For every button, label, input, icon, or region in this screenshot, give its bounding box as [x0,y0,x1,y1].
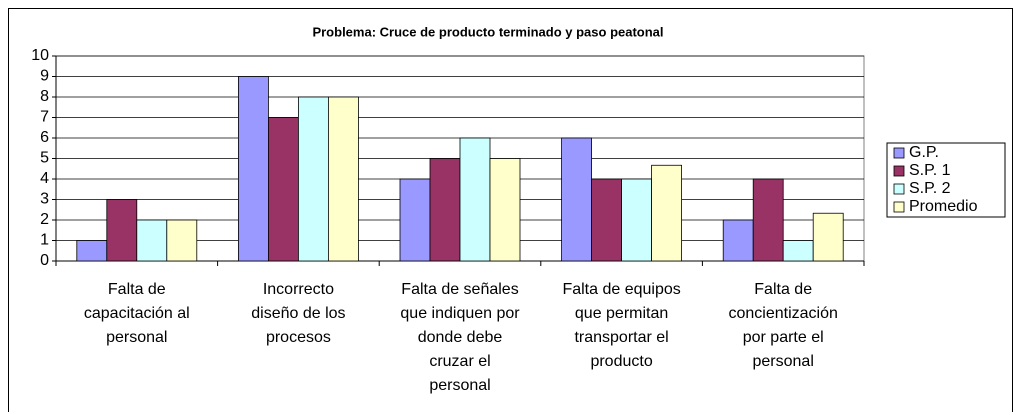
bar [429,158,461,262]
bar [782,240,814,262]
label-line: concientización [728,305,837,322]
y-tick-label: 7 [40,109,49,126]
label-line: que indiquen por [400,305,520,322]
y-tick-label: 5 [40,150,49,167]
label-line: producto [590,353,652,370]
bar [237,76,269,262]
bar [106,199,138,262]
y-tick-label: 1 [40,232,49,249]
label-line: Incorrecto [263,281,334,298]
y-tick-label: 9 [40,68,49,85]
label-line: diseño de los [251,305,345,322]
label-line: que permitan [575,305,668,322]
label-line: cruzar el [429,353,490,370]
x-tick-label: Incorrecto diseño de los procesos [251,281,345,346]
label-line: personal [429,377,490,394]
legend-label: Promedio [909,198,978,215]
legend-swatch [893,201,905,213]
legend-label: S.P. 1 [909,162,951,179]
legend-swatch [893,165,905,177]
label-line: Falta de equipos [562,281,680,298]
bar [166,219,198,262]
label-line: personal [106,329,167,346]
legend-box [886,142,1006,218]
legend-swatch [893,147,905,159]
label-line: transportar el [574,329,668,346]
legend-label: S.P. 2 [909,180,951,197]
chart-title: Problema: Cruce de producto terminado y … [312,24,663,39]
y-tick-label: 6 [40,129,49,146]
label-line: por parte el [743,329,824,346]
bar [722,219,754,262]
bar [327,96,359,262]
bar [297,96,329,262]
bar [267,117,299,262]
label-line: capacitación al [84,305,190,322]
label-line: personal [753,353,814,370]
bar [459,137,491,262]
y-tick-label: 4 [40,170,49,187]
bar [752,178,784,262]
label-line: donde debe [418,329,503,346]
legend-swatch [893,183,905,195]
x-tick-label: Falta de equipos que permitan transportar … [562,281,680,370]
x-tick-label: Falta de señales que indiquen por donde de… [400,281,520,394]
y-tick-label: 3 [40,191,49,208]
label-line: procesos [266,329,331,346]
bar [561,137,592,262]
bar [136,219,168,262]
bar [621,178,652,262]
bar [812,212,844,262]
bar [489,158,521,262]
x-tick-label: Falta de concientización por parte el perso… [728,281,837,370]
y-tick-label: 10 [31,47,49,64]
label-line: Falta de señales [401,281,518,298]
label-line: Falta de [108,281,166,298]
bar [76,240,108,262]
y-tick-label: 8 [40,88,49,105]
y-tick-label: 2 [40,211,49,228]
x-tick-label: Falta de capacitación al personal [84,281,190,346]
y-tick-label: 0 [40,252,49,269]
legend-label: G.P. [909,144,939,161]
bar [651,164,682,262]
label-line: Falta de [754,281,812,298]
bar [399,178,431,262]
bar [591,178,622,262]
